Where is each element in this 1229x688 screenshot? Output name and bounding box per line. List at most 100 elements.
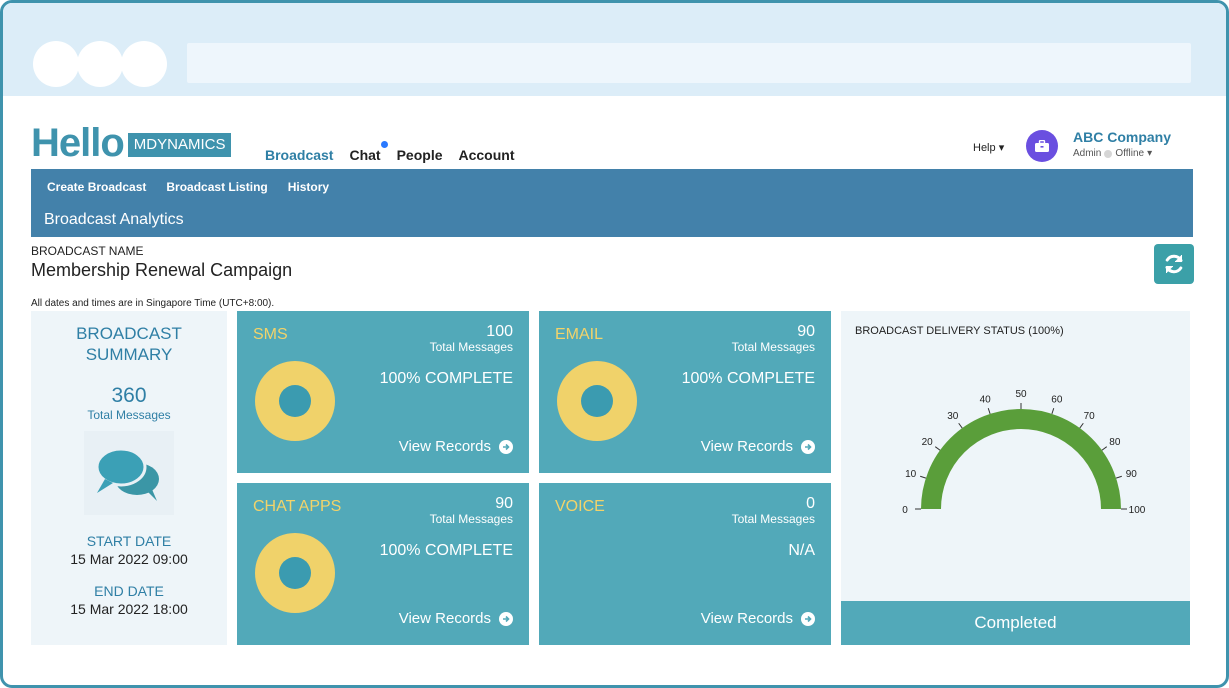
view-records-label: View Records bbox=[700, 438, 793, 455]
view-records-link[interactable]: View Records bbox=[399, 610, 513, 627]
arrow-right-circle-icon bbox=[801, 611, 815, 626]
gauge-tick-label: 50 bbox=[1015, 389, 1027, 400]
channel-status: 100% COMPLETE bbox=[379, 370, 513, 387]
channel-card-sms: SMS 100 Total Messages 100% COMPLETE Vie… bbox=[237, 311, 529, 473]
channel-card-voice: VOICE 0 Total Messages N/A View Records bbox=[539, 483, 831, 645]
gauge-tick bbox=[1051, 408, 1055, 415]
arrow-right-circle-icon bbox=[801, 439, 815, 454]
channel-status: N/A bbox=[788, 542, 815, 559]
gauge-tick-label: 60 bbox=[1051, 395, 1063, 406]
channel-status: 100% COMPLETE bbox=[681, 370, 815, 387]
gauge-tick bbox=[1115, 475, 1122, 479]
channel-count: 100 bbox=[486, 323, 513, 340]
subnav-create-broadcast[interactable]: Create Broadcast bbox=[47, 180, 147, 194]
view-records-link[interactable]: View Records bbox=[399, 438, 513, 455]
caret-down-icon: ▾ bbox=[1147, 148, 1153, 159]
logo-wordmark: Hello bbox=[31, 121, 125, 165]
view-records-link[interactable]: View Records bbox=[701, 438, 815, 455]
company-name[interactable]: ABC Company bbox=[1073, 129, 1172, 145]
section-band: Create Broadcast Broadcast Listing Histo… bbox=[31, 169, 1193, 237]
window-control-dot[interactable] bbox=[77, 41, 123, 87]
status-dot bbox=[1104, 149, 1113, 158]
channel-count-label: Total Messages bbox=[731, 512, 815, 526]
channel-name: SMS bbox=[253, 326, 288, 343]
start-date: 15 Mar 2022 09:00 bbox=[70, 551, 188, 567]
gauge-tick-label: 90 bbox=[1126, 469, 1138, 480]
view-records-label: View Records bbox=[700, 610, 793, 627]
channel-count: 90 bbox=[797, 323, 815, 340]
gauge-tick bbox=[1079, 422, 1084, 429]
notification-dot bbox=[380, 141, 388, 148]
broadcast-name-label: BROADCAST NAME bbox=[31, 244, 144, 258]
channel-card-email: EMAIL 90 Total Messages 100% COMPLETE Vi… bbox=[539, 311, 831, 473]
window-control-dot[interactable] bbox=[33, 41, 79, 87]
refresh-button[interactable] bbox=[1154, 244, 1194, 284]
channel-name: VOICE bbox=[555, 498, 605, 515]
gauge-tick-label: 30 bbox=[947, 411, 959, 422]
end-date: 15 Mar 2022 18:00 bbox=[70, 601, 188, 617]
arrow-right-circle-icon bbox=[499, 439, 513, 454]
progress-ring bbox=[255, 361, 335, 441]
end-date-label: END DATE bbox=[94, 583, 164, 599]
gauge-tick-label: 40 bbox=[980, 395, 992, 406]
window-control-dot[interactable] bbox=[121, 41, 167, 87]
nav-chat-label: Chat bbox=[349, 147, 381, 163]
channel-count-label: Total Messages bbox=[731, 340, 815, 354]
nav-people[interactable]: People bbox=[396, 147, 443, 163]
avatar[interactable] bbox=[1026, 130, 1058, 162]
gauge-tick-label: 80 bbox=[1109, 437, 1121, 448]
gauge-tick-label: 10 bbox=[905, 469, 917, 480]
gauge-tick-label: 0 bbox=[902, 505, 908, 516]
channel-card-chat-apps: CHAT APPS 90 Total Messages 100% COMPLET… bbox=[237, 483, 529, 645]
nav-broadcast[interactable]: Broadcast bbox=[265, 147, 334, 163]
channel-name: EMAIL bbox=[555, 326, 604, 343]
channel-count: 90 bbox=[495, 495, 513, 512]
status-label: Offline bbox=[1115, 148, 1145, 159]
progress-ring bbox=[255, 533, 335, 613]
gauge-tick bbox=[920, 475, 927, 479]
page-title: Broadcast Analytics bbox=[44, 211, 184, 228]
sub-nav: Create Broadcast Broadcast Listing Histo… bbox=[47, 180, 329, 194]
address-bar[interactable] bbox=[187, 43, 1191, 83]
gauge-tick bbox=[987, 408, 991, 415]
subnav-history[interactable]: History bbox=[287, 180, 330, 194]
caret-down-icon: ▾ bbox=[998, 142, 1005, 154]
progress-ring bbox=[557, 361, 637, 441]
briefcase-icon bbox=[1035, 140, 1049, 152]
delivery-status-banner: Completed bbox=[841, 601, 1190, 645]
channel-count: 0 bbox=[806, 495, 815, 512]
view-records-link[interactable]: View Records bbox=[701, 610, 815, 627]
user-status[interactable]: Admin Offline ▾ bbox=[1073, 148, 1152, 159]
user-role: Admin bbox=[1073, 148, 1102, 159]
help-menu[interactable]: Help ▾ bbox=[973, 141, 1004, 154]
summary-title: BROADCAST SUMMARY bbox=[76, 324, 182, 364]
channel-name: CHAT APPS bbox=[253, 498, 342, 515]
channel-count-label: Total Messages bbox=[429, 340, 513, 354]
gauge-fill bbox=[921, 409, 1121, 510]
start-date-label: START DATE bbox=[86, 533, 172, 549]
summary-total: 360 bbox=[111, 384, 147, 407]
delivery-status-title: BROADCAST DELIVERY STATUS (100%) bbox=[855, 325, 1064, 337]
gauge-tick-label: 20 bbox=[922, 437, 934, 448]
logo-badge: MDYNAMICS bbox=[127, 133, 232, 157]
nav-account[interactable]: Account bbox=[458, 147, 515, 163]
main-nav: Broadcast Chat People Account bbox=[265, 141, 515, 163]
nav-chat[interactable]: Chat bbox=[349, 141, 388, 163]
logo[interactable]: Hello MDYNAMICS bbox=[31, 121, 232, 165]
broadcast-summary-panel: BROADCAST SUMMARY 360 Total Messages STA… bbox=[31, 311, 227, 645]
chat-icon-box bbox=[84, 431, 174, 515]
channel-status: 100% COMPLETE bbox=[379, 542, 513, 559]
gauge-tick-label: 100 bbox=[1129, 505, 1146, 516]
arrow-right-circle-icon bbox=[499, 611, 513, 626]
browser-chrome bbox=[3, 3, 1226, 96]
delivery-status-panel: BROADCAST DELIVERY STATUS (100%) 0 10 20 30… bbox=[841, 311, 1190, 601]
subnav-broadcast-listing[interactable]: Broadcast Listing bbox=[166, 180, 268, 194]
refresh-icon bbox=[1165, 254, 1183, 274]
view-records-label: View Records bbox=[398, 610, 491, 627]
broadcast-name: Membership Renewal Campaign bbox=[31, 260, 293, 280]
gauge-tick bbox=[934, 446, 941, 451]
gauge-tick bbox=[958, 422, 963, 429]
gauge-tick bbox=[1101, 446, 1108, 451]
timezone-note: All dates and times are in Singapore Tim… bbox=[31, 298, 275, 309]
